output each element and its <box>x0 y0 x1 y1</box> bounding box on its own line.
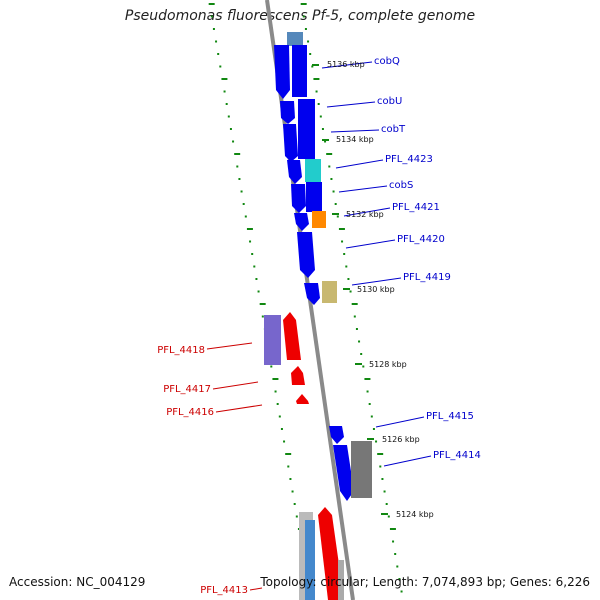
scale-label-5126: 5126 kbp <box>382 435 420 444</box>
label-leader-line <box>338 185 388 193</box>
map-title: Pseudomonas fluorescens Pf-5, complete g… <box>124 8 476 24</box>
gene-feature[interactable] <box>283 312 301 360</box>
gene-label-PFL_4417[interactable]: PFL_4417 <box>163 384 211 395</box>
gene-feature[interactable] <box>291 366 305 385</box>
label-leader-line <box>215 404 263 413</box>
label-leader-line <box>383 455 432 467</box>
gene-feature[interactable] <box>291 184 306 213</box>
label-leader-line <box>335 159 384 169</box>
gene-feature[interactable] <box>274 45 290 99</box>
scale-label-5128: 5128 kbp <box>369 360 407 369</box>
gene-label-cobS[interactable]: cobS <box>389 180 413 191</box>
scale-label-5130: 5130 kbp <box>357 285 395 294</box>
gene-feature[interactable] <box>351 441 372 498</box>
forward-gene-labels: cobQ cobU cobT PFL_4423 cobS PFL_4421 PF… <box>321 56 481 467</box>
label-leader-line <box>375 416 425 428</box>
label-leader-line <box>343 207 391 217</box>
gene-feature[interactable] <box>318 507 344 600</box>
gene-label-PFL_4414[interactable]: PFL_4414 <box>433 450 481 461</box>
gene-label-PFL_4419[interactable]: PFL_4419 <box>403 272 451 283</box>
accession-text: Accession: NC_004129 <box>9 575 146 589</box>
label-leader-line <box>351 277 402 286</box>
scale-label-5124: 5124 kbp <box>396 510 434 519</box>
gene-label-PFL_4418[interactable]: PFL_4418 <box>157 345 205 356</box>
label-leader-line <box>249 587 263 591</box>
gene-label-PFL_4415[interactable]: PFL_4415 <box>426 411 474 422</box>
gene-feature[interactable] <box>322 281 337 303</box>
gene-feature[interactable] <box>305 520 315 600</box>
gene-feature[interactable] <box>338 560 344 600</box>
gene-feature[interactable] <box>264 315 281 365</box>
gene-label-PFL_4413[interactable]: PFL_4413 <box>200 585 248 596</box>
gene-feature[interactable] <box>296 394 309 404</box>
gene-feature[interactable] <box>297 232 315 278</box>
scale-label-5136: 5136 kbp <box>327 60 365 69</box>
scale-label-5134: 5134 kbp <box>336 135 374 144</box>
gene-feature[interactable] <box>312 211 326 228</box>
gene-label-PFL_4420[interactable]: PFL_4420 <box>397 234 445 245</box>
gene-feature[interactable] <box>280 101 295 124</box>
gene-label-PFL_4421[interactable]: PFL_4421 <box>392 202 440 213</box>
gene-label-PFL_4423[interactable]: PFL_4423 <box>385 154 433 165</box>
label-leader-line <box>206 342 253 350</box>
gene-feature[interactable] <box>298 99 315 159</box>
label-leader-line <box>326 101 376 108</box>
gene-feature[interactable] <box>287 32 303 46</box>
reverse-gene-track <box>264 312 344 600</box>
gene-feature[interactable] <box>292 45 307 97</box>
label-leader-line <box>212 381 259 390</box>
gene-label-cobQ[interactable]: cobQ <box>374 56 400 67</box>
gene-feature[interactable] <box>329 426 344 444</box>
label-leader-line <box>345 239 396 249</box>
tick-tracks <box>208 3 403 593</box>
gene-feature[interactable] <box>287 160 302 184</box>
gene-feature[interactable] <box>306 182 322 212</box>
scale-label-5132: 5132 kbp <box>346 210 384 219</box>
forward-gene-track <box>274 32 372 501</box>
scale-labels: 5136 kbp 5134 kbp 5132 kbp 5130 kbp 5128… <box>312 60 434 519</box>
gene-label-PFL_4416[interactable]: PFL_4416 <box>166 407 214 418</box>
gene-feature[interactable] <box>294 213 309 231</box>
gene-label-cobU[interactable]: cobU <box>377 96 402 107</box>
gene-feature[interactable] <box>304 283 320 305</box>
gene-feature[interactable] <box>333 445 354 501</box>
gene-feature[interactable] <box>305 159 321 182</box>
genome-stats-text: Topology: circular; Length: 7,074,893 bp… <box>260 575 590 589</box>
label-leader-line <box>330 129 380 133</box>
gene-label-cobT[interactable]: cobT <box>381 124 406 135</box>
reverse-gene-labels: PFL_4418 PFL_4417 PFL_4416 PFL_4413 <box>157 342 263 596</box>
gene-feature[interactable] <box>283 124 298 162</box>
label-leader-line <box>321 61 373 69</box>
